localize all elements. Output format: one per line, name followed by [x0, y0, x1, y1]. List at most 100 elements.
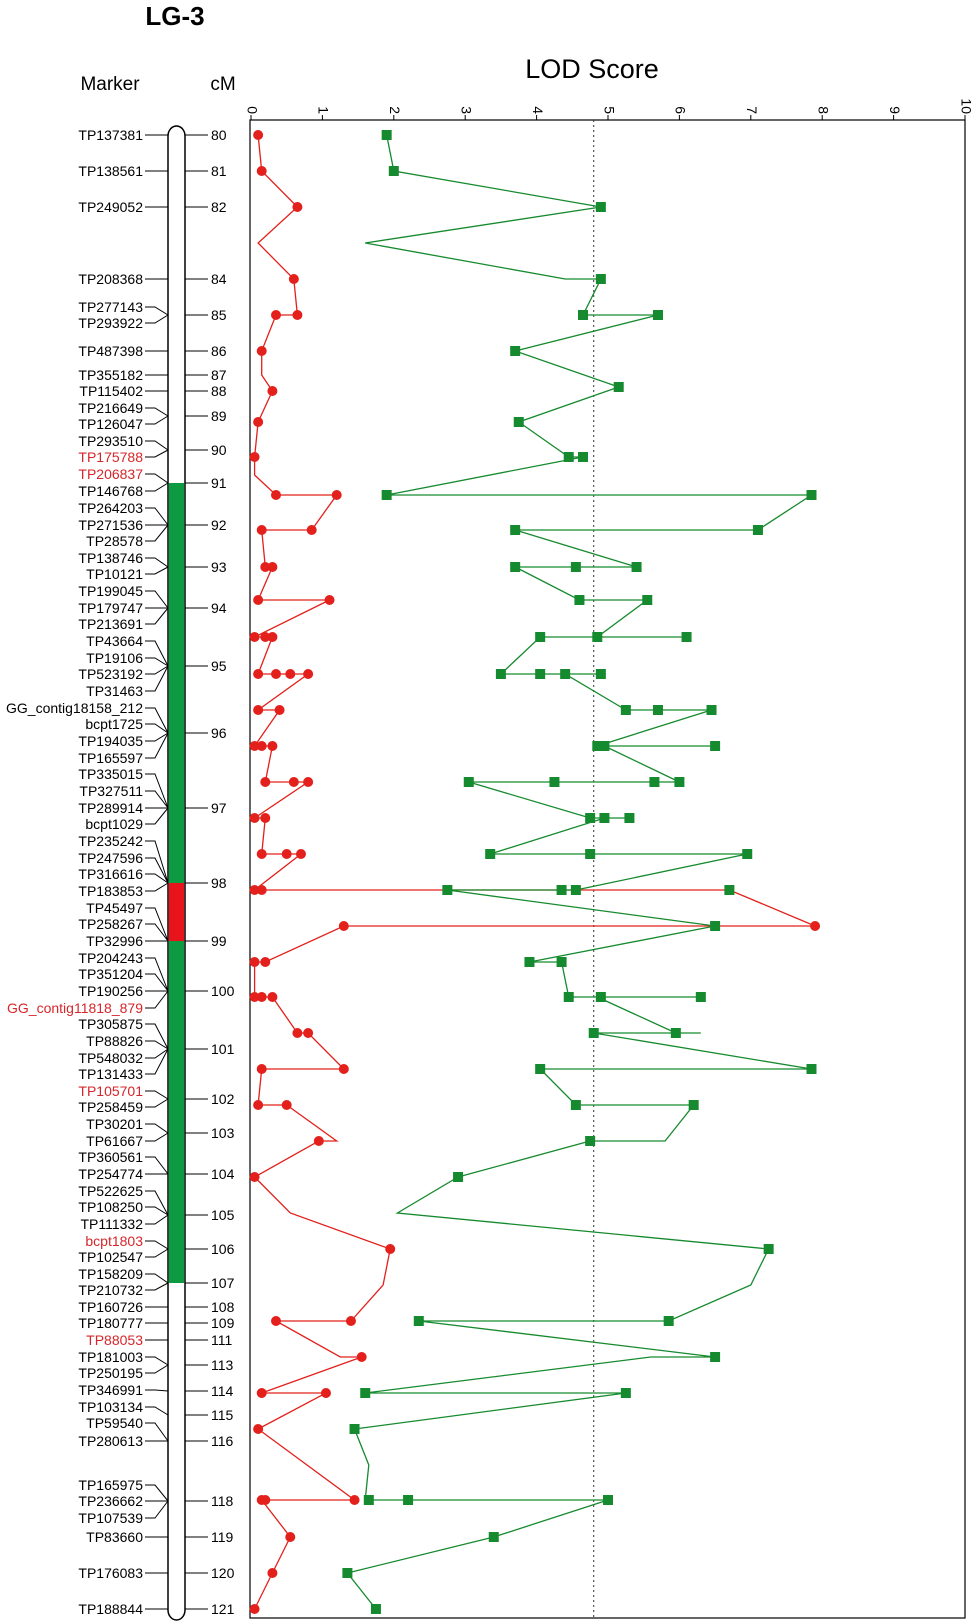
marker-connector: [145, 773, 169, 809]
marker-connector: [145, 1190, 169, 1216]
marker-connector: [145, 524, 169, 542]
cm-label: 89: [211, 408, 227, 424]
data-point-green: [592, 632, 603, 642]
marker-connector: [145, 732, 169, 742]
cm-label: 92: [211, 517, 227, 533]
data-point-red: [253, 1424, 264, 1434]
marker-connector: [145, 882, 169, 892]
cm-label: 107: [211, 1275, 235, 1291]
marker-connector: [145, 957, 169, 992]
lod-plot: 0 1 2 3 4 5 6 7 8 9 10: [244, 98, 974, 1619]
data-point-green: [642, 595, 653, 605]
data-point-red: [267, 632, 278, 642]
marker-label: TP293922: [78, 315, 143, 331]
data-point-red: [270, 1316, 281, 1326]
data-point-green: [578, 310, 589, 320]
data-point-red: [303, 777, 314, 787]
data-point-green: [624, 813, 635, 823]
x-tick-label: 1: [316, 106, 332, 114]
marker-label: TP32996: [86, 933, 143, 949]
cm-label: 101: [211, 1041, 235, 1057]
data-point-green: [388, 166, 399, 176]
marker-label: TP254774: [78, 1166, 143, 1182]
marker-connector: [145, 732, 169, 759]
data-point-green: [578, 452, 589, 462]
marker-connector: [145, 990, 169, 1009]
data-point-red: [256, 166, 267, 176]
figure-title: LG-3: [145, 1, 204, 31]
data-point-green: [724, 885, 735, 895]
marker-label: TP181003: [78, 1349, 143, 1365]
marker-connector: [145, 440, 169, 451]
data-point-red: [249, 452, 260, 462]
data-point-green: [706, 705, 717, 715]
marker-label: TP277143: [78, 299, 143, 315]
cm-label: 105: [211, 1207, 235, 1223]
cm-label: 86: [211, 343, 227, 359]
marker-label: TP107539: [78, 1510, 143, 1526]
marker-label: TP108250: [78, 1199, 143, 1215]
marker-connector: [145, 473, 169, 484]
cm-label: 104: [211, 1166, 235, 1182]
marker-connector: [145, 790, 169, 809]
marker-labels: TP137381 TP138561 TP249052 TP208368 TP277143…: [6, 127, 169, 1617]
data-point-green: [763, 1244, 774, 1254]
data-point-red: [260, 813, 271, 823]
cm-label: 108: [211, 1299, 235, 1315]
cm-label: 115: [211, 1407, 234, 1423]
marker-connector: [145, 415, 169, 425]
data-point-red: [274, 705, 285, 715]
data-point-red: [288, 274, 299, 284]
cm-label: 99: [211, 933, 227, 949]
marker-label: TP176083: [78, 1565, 143, 1581]
chromosome-bar: [167, 125, 186, 1621]
cm-label: 103: [211, 1125, 235, 1141]
data-point-red: [331, 490, 342, 500]
data-point-red: [253, 130, 264, 140]
marker-connector: [145, 1282, 169, 1291]
data-point-red: [253, 669, 264, 679]
marker-connector: [145, 1389, 169, 1392]
marker-label: TP126047: [78, 416, 143, 432]
marker-label: TP180777: [78, 1315, 143, 1331]
data-point-red: [345, 1316, 356, 1326]
marker-label: bcpt1803: [85, 1233, 143, 1249]
x-tick-label: 2: [387, 106, 403, 114]
marker-connector: [145, 1123, 169, 1134]
marker-label: TP213691: [78, 616, 143, 632]
data-point-red: [281, 849, 292, 859]
data-point-red: [253, 417, 264, 427]
marker-connector: [145, 1048, 169, 1075]
data-point-red: [253, 705, 264, 715]
marker-label: TP247596: [78, 850, 143, 866]
marker-connector: [145, 973, 169, 992]
data-point-red: [295, 849, 306, 859]
marker-connector: [145, 507, 169, 526]
x-tick-label: 10: [958, 98, 974, 114]
marker-label: TP351204: [78, 966, 143, 982]
cm-label: 90: [211, 442, 227, 458]
marker-connector: [145, 807, 169, 825]
data-point-green: [513, 417, 524, 427]
marker-label: TP355182: [78, 367, 143, 383]
marker-label: TP523192: [78, 666, 143, 682]
marker-label: TP88826: [86, 1033, 143, 1049]
data-point-red: [810, 921, 821, 931]
data-point-green: [806, 1064, 817, 1074]
marker-connector: [145, 1422, 169, 1442]
marker-connector: [145, 923, 169, 942]
cm-label: 116: [211, 1433, 234, 1449]
marker-label: TP43664: [86, 633, 143, 649]
marker-label: TP165975: [78, 1477, 143, 1493]
data-point-green: [535, 669, 546, 679]
marker-label: TP88053: [86, 1332, 143, 1348]
data-point-red: [338, 921, 349, 931]
series-line-red: [252, 134, 816, 1610]
data-point-red: [256, 741, 267, 751]
data-point-red: [260, 957, 271, 967]
data-point-red: [253, 1100, 264, 1110]
marker-connector: [145, 557, 169, 568]
marker-label: TP236662: [78, 1493, 143, 1509]
cm-label: 95: [211, 658, 227, 674]
